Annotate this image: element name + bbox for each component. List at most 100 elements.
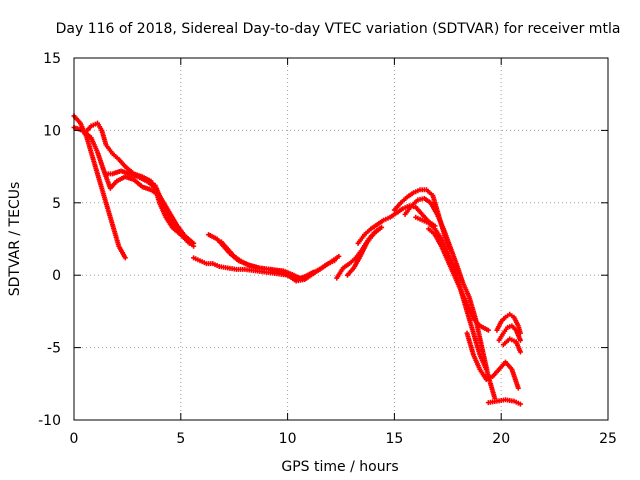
data-point-trail [471,354,482,371]
data-point-trail [471,332,482,356]
data-point-trail [427,227,436,236]
data-point-trail [193,256,201,263]
y-tick-label: -10 [38,413,61,429]
data-point-trail [207,233,218,241]
data-point-trail [465,332,476,356]
data-point-trail [421,218,429,225]
data-point-trail [415,215,423,222]
data-point-trail [295,277,306,284]
data-point-trail [320,260,332,270]
data-point-trail [439,245,450,262]
data-point-trail [117,158,127,168]
x-tick-label: 15 [385,431,403,447]
data-point-trail [346,266,356,277]
data-point-trail [147,181,157,190]
data-point-trail [500,316,507,323]
data-point-trail [226,248,236,258]
data-point [485,327,491,333]
data-point-trail [433,228,443,240]
data-point [517,349,523,355]
data-point-trail [502,326,509,334]
data-point-trail [461,281,471,298]
data-point-trail [497,332,505,342]
data-point-trail [478,368,488,381]
data-point [191,243,197,249]
data-point-trail [485,375,494,381]
data-point-trail [512,316,520,327]
data-point-trail [465,310,476,334]
data-point-trail [104,144,114,155]
data-point-trail [410,198,419,207]
y-tick-label: -5 [47,341,61,357]
data-point-trail [496,397,506,404]
data-point-trail [233,255,244,264]
data-point-trail [105,171,113,177]
data-point-trail [510,324,518,332]
data-point-trail [90,121,98,128]
data-point-trail [132,178,144,189]
data-points [71,113,523,407]
data-point-trail [286,273,297,283]
data-point-trail [446,252,456,269]
data-series [413,214,489,372]
data-point-trail [502,337,511,346]
data-point-trail [329,255,340,264]
data-point [336,253,342,259]
data-point-trail [115,175,127,183]
data-point-trail [478,354,488,371]
data-point-trail [383,215,391,222]
data-point-trail [72,114,82,125]
data-point-trail [446,260,456,276]
x-tick-label: 20 [492,431,510,447]
data-point-trail [467,296,478,320]
data-point-trail [516,325,523,334]
data-series [344,226,382,278]
data-point-trail [303,272,315,281]
data-point-trail [435,213,446,230]
data-point [483,366,489,372]
data-point-trail [84,136,96,161]
data-point-trail [111,152,120,161]
data-point-trail [89,136,100,153]
data-point-trail [458,288,469,305]
data-point-trail [417,196,425,202]
data-point-trail [439,238,450,255]
data-point-trail [513,399,521,406]
data-point-trail [342,262,351,270]
data-point-trail [137,175,148,183]
data-point-trail [352,255,362,269]
data-series [496,323,523,343]
data-point-trail [363,227,372,236]
data-point-trail [403,204,413,216]
data-point-trail [389,211,398,219]
data-point-trail [452,274,463,291]
data-point-trail [465,303,476,320]
data-point-trail [96,122,104,132]
data-series [146,180,197,249]
data-point-trail [335,267,345,279]
data-point-trail [427,222,436,230]
y-tick-label: 0 [52,268,61,284]
data-point-trail [509,368,521,389]
y-tick-label: 10 [43,123,61,139]
data-point-trail [206,261,214,267]
data-point-trail [97,180,109,204]
data-point [122,255,128,261]
data-series [402,195,498,401]
data-point-trail [348,256,357,265]
data-point-trail [241,260,253,269]
data-point-trail [395,207,404,215]
data-point-trail [235,266,246,272]
grid [74,58,608,420]
data-point-trail [365,233,375,245]
data-point [376,226,382,232]
data-point-trail [402,204,410,211]
data-point-trail [399,195,409,204]
data-point-trail [504,361,514,371]
data-point-trail [358,242,369,258]
data-point-trail [509,337,517,344]
data-point-trail [491,368,501,378]
data-point-trail [171,226,182,236]
data-point-trail [164,216,174,229]
